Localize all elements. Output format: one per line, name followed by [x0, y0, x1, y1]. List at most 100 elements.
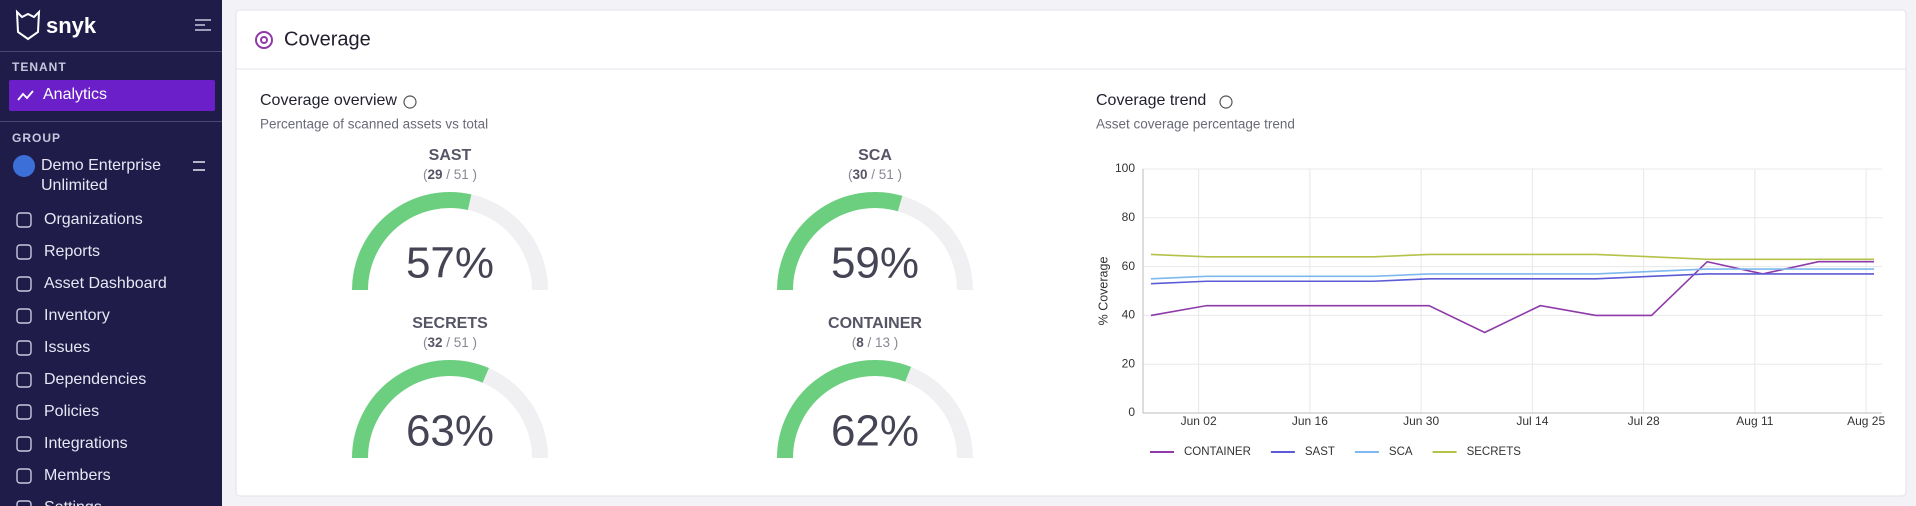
- card: [235, 9, 1907, 497]
- gauge-name: SCA: [858, 147, 892, 164]
- nav-icon: [16, 276, 32, 292]
- y-tick-label: 20: [1122, 356, 1136, 370]
- legend-label: CONTAINER: [1184, 446, 1251, 458]
- nav-label: Analytics: [43, 86, 108, 103]
- section-title: Coverage overview: [260, 92, 397, 109]
- section-subtitle: Asset coverage percentage trend: [1096, 117, 1295, 132]
- collapse-icon[interactable]: [195, 19, 211, 31]
- nav-icon: [16, 468, 32, 484]
- nav-item[interactable]: Inventory: [44, 307, 110, 324]
- gauge-arc: [777, 192, 903, 291]
- nav-item[interactable]: Asset Dashboard: [44, 275, 167, 292]
- nav-icon: [16, 500, 32, 506]
- punct: /: [867, 167, 878, 182]
- section-title: Coverage trend: [1096, 92, 1206, 109]
- help-icon[interactable]: [1219, 95, 1233, 109]
- punct: (: [423, 167, 428, 182]
- coverage-icon: [255, 31, 273, 49]
- total-count: 51: [454, 167, 469, 182]
- punct: (: [423, 335, 428, 350]
- gauge-count: (30 / 51 ): [848, 167, 902, 182]
- scanned-count: 32: [427, 335, 442, 350]
- punct: ): [890, 335, 898, 350]
- y-tick-label: 80: [1122, 210, 1136, 224]
- brand-row: snyk: [0, 0, 222, 52]
- scanned-count: 30: [852, 167, 867, 182]
- coverage-icon: [260, 36, 268, 44]
- brand: snyk: [46, 13, 97, 38]
- scanned-count: 8: [856, 335, 864, 350]
- series-line: [1150, 260, 1875, 334]
- x-tick-label: Jul 28: [1628, 414, 1660, 428]
- legend-label: SAST: [1305, 446, 1335, 458]
- x-tick-label: Jun 30: [1403, 414, 1439, 428]
- punct: /: [864, 335, 875, 350]
- nav-item[interactable]: Policies: [44, 403, 100, 420]
- x-tick-label: Aug 11: [1736, 414, 1773, 428]
- y-tick-label: 40: [1122, 308, 1136, 322]
- gauge-count: (32 / 51 ): [423, 335, 477, 350]
- gauge-percent: 62%: [831, 407, 919, 456]
- punct: ): [894, 167, 902, 182]
- gauge-percent: 59%: [831, 239, 919, 288]
- logo: [15, 9, 41, 41]
- gauge-arc: [352, 360, 489, 459]
- group-name[interactable]: Demo Enterprise Unlimited: [41, 157, 162, 194]
- switch-icon[interactable]: [193, 161, 205, 171]
- x-tick-label: Aug 25: [1847, 414, 1885, 428]
- punct: /: [442, 167, 453, 182]
- total-count: 51: [879, 167, 894, 182]
- y-tick-label: 100: [1115, 161, 1135, 175]
- x-tick-label: Jul 14: [1516, 414, 1548, 428]
- icon: [17, 90, 34, 101]
- series-line: [1150, 268, 1875, 280]
- sidebar: snyk TENANT Analytics GROUP Demo Enterpr…: [0, 0, 222, 506]
- gauge-count: (29 / 51 ): [423, 167, 477, 182]
- section-label: GROUP: [12, 131, 62, 145]
- punct: ): [469, 167, 477, 182]
- nav-item[interactable]: Settings: [44, 496, 102, 506]
- brand-icons: [15, 9, 211, 41]
- nav-item[interactable]: Issues: [44, 339, 91, 356]
- punct: ): [469, 335, 477, 350]
- gauge-name: CONTAINER: [828, 315, 922, 332]
- gauge-arc: [352, 192, 472, 291]
- total-count: 51: [454, 335, 469, 350]
- group-avatar: [13, 155, 35, 177]
- nav-icon: [16, 436, 32, 452]
- x-tick-label: Jun 02: [1181, 414, 1217, 428]
- main: Coverage Coverage overview Percentage of…: [235, 9, 1907, 497]
- gauge-name: SAST: [429, 147, 472, 164]
- legend-label: SECRETS: [1467, 446, 1522, 458]
- section-subtitle: Percentage of scanned assets vs total: [260, 117, 488, 132]
- series-line: [1150, 253, 1875, 261]
- nav-icon: [16, 212, 32, 228]
- punct: (: [848, 167, 853, 182]
- gauge-percent: 63%: [406, 407, 494, 456]
- gauge-count: (8 / 13 ): [852, 335, 899, 350]
- punct: (: [852, 335, 857, 350]
- nav-item[interactable]: Reports: [44, 243, 101, 260]
- nav-item[interactable]: Organizations: [44, 211, 143, 228]
- gauge-name: SECRETS: [412, 315, 488, 332]
- nav-item[interactable]: Integrations: [44, 435, 128, 452]
- nav-icon: [16, 404, 32, 420]
- total-count: 13: [875, 335, 890, 350]
- nav-icon: [16, 308, 32, 324]
- page-title: Coverage: [284, 28, 371, 50]
- nav-item-active[interactable]: Analytics: [9, 80, 215, 111]
- nav-icon: [16, 372, 32, 388]
- y-tick-label: 0: [1128, 405, 1135, 419]
- nav-item[interactable]: Members: [44, 467, 111, 484]
- nav-icons: [13, 155, 205, 506]
- section-label: TENANT: [12, 60, 67, 74]
- nav-item[interactable]: Dependencies: [44, 371, 147, 388]
- legend-label: SCA: [1389, 446, 1413, 458]
- y-axis-title: % Coverage: [1096, 257, 1110, 326]
- punct: /: [442, 335, 453, 350]
- scanned-count: 29: [427, 167, 442, 182]
- help-icon[interactable]: [403, 95, 417, 109]
- y-tick-label: 60: [1122, 259, 1136, 273]
- series-line: [1150, 273, 1875, 285]
